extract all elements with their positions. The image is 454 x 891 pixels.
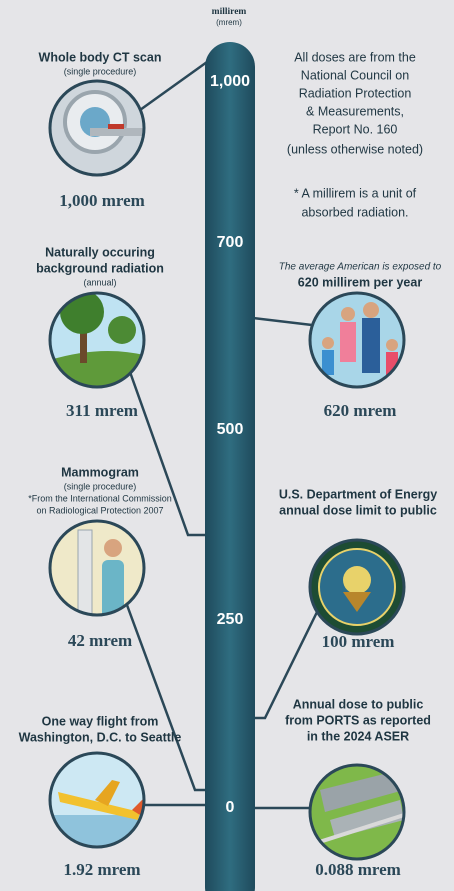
item-subtitle: (single procedure) [64,66,137,76]
item-subtitle: (single procedure) [64,481,137,491]
connector [127,605,207,790]
unit-abbr: (mrem) [216,18,242,27]
item-title: in the 2024 ASER [307,729,409,743]
item-subtitle: (annual) [83,277,116,287]
item-title: 620 millirem per year [298,275,423,289]
unit: millirem [212,7,247,17]
scale-label: 0 [226,799,235,816]
note-line: Radiation Protection [299,86,412,100]
scale-label: 700 [217,234,244,251]
item-title: U.S. Department of Energy [279,487,437,501]
item-title: Mammogram [61,465,139,479]
note-line: All doses are from the [294,50,416,64]
scale-label: 1,000 [210,73,250,90]
item-dose: 311 mrem [66,401,138,420]
item-dose: 0.088 mrem [315,860,401,879]
item-title: annual dose limit to public [279,503,437,517]
note-line: * A millirem is a unit of [294,186,417,200]
item-title: Washington, D.C. to Seattle [19,730,182,744]
item-dose: 100 mrem [322,632,395,651]
source-note: All doses are from the National Council … [287,50,423,219]
connector [140,62,207,110]
item-intro: The average American is exposed to [279,262,442,273]
infographic: millirem (mrem) 1,000 700 500 250 0 All … [0,0,454,891]
item-title: from PORTS as reported [285,713,431,727]
scale-label: 500 [217,421,244,438]
item-title: background radiation [36,261,164,275]
item-dose: 1,000 mrem [59,191,145,210]
scale-label: 250 [217,611,244,628]
note-line: & Measurements, [306,104,404,118]
item-title: Naturally occuring [45,245,155,259]
item-dose: 42 mrem [68,631,132,650]
item-dose: 620 mrem [324,401,397,420]
item-title: One way flight from [42,714,159,728]
note-line: National Council on [301,68,409,82]
item-note: on Radiological Protection 2007 [36,505,163,515]
item-note: *From the International Commission [28,493,172,503]
note-line: absorbed radiation. [301,205,408,219]
item-title: Annual dose to public [293,697,424,711]
scale-bar [205,42,255,891]
note-line: (unless otherwise noted) [287,142,423,156]
item-dose: 1.92 mrem [63,860,140,879]
note-line: Report No. 160 [313,122,398,136]
connector [253,318,312,325]
item-title: Whole body CT scan [39,50,162,64]
